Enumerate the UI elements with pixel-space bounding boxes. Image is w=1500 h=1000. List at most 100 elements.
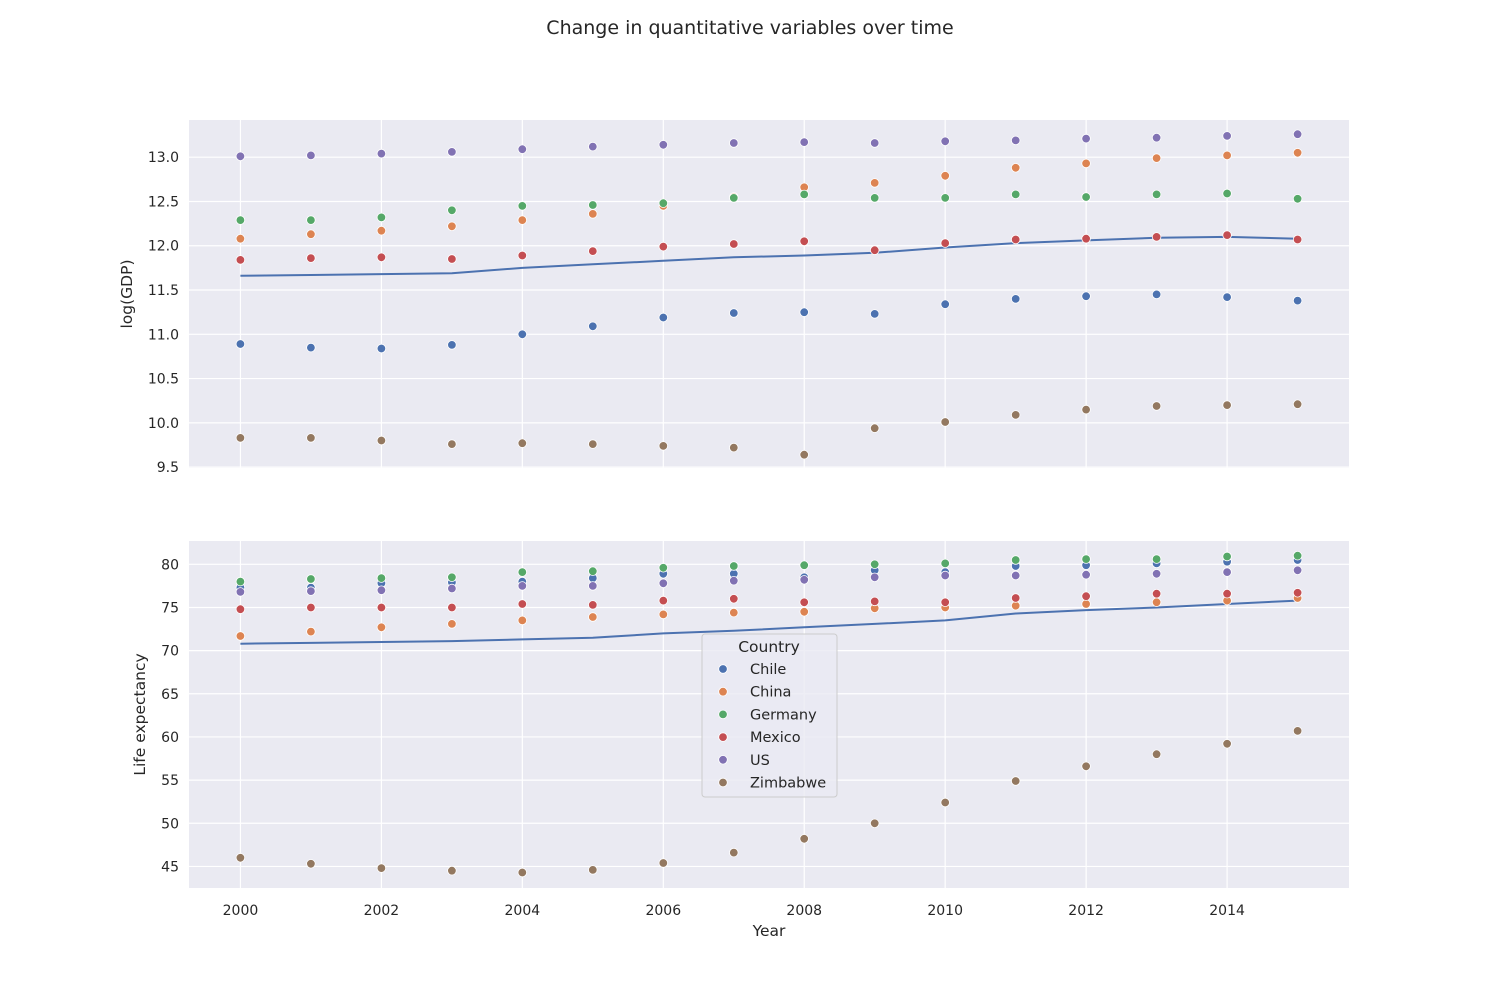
gdp-point-us	[235, 151, 246, 162]
legend-label-china: China	[750, 685, 791, 701]
gdp-point-us	[306, 150, 316, 161]
gdp-point-germany	[588, 200, 598, 210]
life-expectancy-point-germany	[940, 558, 950, 569]
life-expectancy-point-us	[799, 575, 809, 585]
legend-label-chile: Chile	[750, 662, 786, 678]
life-expectancy-point-mexico	[588, 600, 598, 610]
gdp-point-mexico	[1081, 233, 1091, 244]
life-expectancy-point-germany	[1081, 554, 1091, 564]
gdp-y-tick-label: 10.5	[148, 372, 179, 388]
gdp-point-zimbabwe	[447, 439, 457, 449]
life-expectancy-point-us	[1011, 570, 1021, 581]
life-expectancy-point-us	[235, 587, 246, 597]
year-x-tick-label: 2012	[1068, 903, 1104, 919]
gdp-panel: 9.5 10.0 10.5 11.0 11.5 12.0 12.5 13.0 log(GDP)	[118, 120, 1349, 476]
legend-marker-germany	[718, 709, 728, 720]
gdp-point-mexico	[306, 253, 316, 263]
gdp-point-germany	[1011, 189, 1021, 200]
gdp-y-axis-label: log(GDP)	[118, 259, 136, 328]
life-expectancy-y-tick-label: 50	[161, 816, 179, 832]
life-expectancy-point-china	[1081, 599, 1091, 609]
life-expectancy-point-zimbabwe	[658, 858, 669, 868]
gdp-point-mexico	[1151, 232, 1162, 242]
gdp-point-zimbabwe	[1292, 399, 1303, 409]
life-expectancy-point-us	[306, 586, 316, 596]
gdp-point-china	[870, 178, 880, 188]
life-expectancy-point-mexico	[940, 597, 950, 608]
life-expectancy-point-zimbabwe	[729, 847, 739, 858]
life-expectancy-point-germany	[376, 573, 387, 583]
gdp-point-mexico	[1222, 230, 1232, 240]
gdp-point-germany	[235, 215, 246, 225]
gdp-point-germany	[517, 201, 528, 211]
gdp-point-chile	[940, 299, 950, 309]
gdp-point-germany	[1151, 189, 1162, 200]
life-expectancy-point-zimbabwe	[447, 866, 457, 876]
legend-marker-mexico	[718, 732, 728, 742]
gdp-y-tick-label: 10.0	[148, 416, 179, 432]
legend-marker-zimbabwe	[718, 777, 728, 788]
gdp-point-us	[940, 136, 950, 147]
life-expectancy-scatter-points	[235, 551, 1303, 878]
legend-label-us: US	[750, 753, 770, 769]
year-x-tick-label: 2008	[786, 903, 822, 919]
life-expectancy-y-tick-label: 80	[161, 557, 179, 573]
life-expectancy-point-us	[1151, 569, 1162, 579]
life-expectancy-y-axis-label: Life expectancy	[131, 653, 149, 775]
gdp-point-chile	[1011, 294, 1021, 304]
gdp-point-chile	[799, 307, 809, 317]
life-expectancy-point-mexico	[1011, 593, 1021, 603]
life-expectancy-trend-line-path	[240, 599, 1298, 645]
gdp-trend-line-path	[240, 235, 1298, 277]
gdp-y-tick-label: 12.5	[148, 194, 179, 210]
legend-title: Country	[738, 638, 800, 656]
gdp-point-germany	[658, 198, 669, 208]
gdp-point-zimbabwe	[729, 442, 739, 453]
life-expectancy-point-us	[1222, 567, 1232, 577]
x-axis-label: Year	[752, 922, 786, 940]
gdp-point-zimbabwe	[870, 423, 880, 433]
life-expectancy-point-germany	[1222, 551, 1232, 562]
gdp-point-chile	[376, 343, 387, 354]
gdp-point-chile	[306, 342, 316, 353]
gdp-point-china	[1011, 163, 1021, 173]
gdp-trend-line	[240, 235, 1298, 277]
life-expectancy-point-germany	[870, 559, 880, 570]
life-expectancy-point-zimbabwe	[517, 867, 528, 878]
life-expectancy-point-mexico	[799, 597, 809, 608]
gdp-point-mexico	[1292, 234, 1303, 245]
gdp-point-mexico	[1011, 234, 1021, 245]
life-expectancy-y-tick-label: 45	[161, 859, 179, 875]
life-expectancy-point-us	[1081, 570, 1091, 580]
life-expectancy-point-zimbabwe	[588, 865, 598, 875]
gdp-point-us	[376, 148, 387, 159]
gdp-point-us	[447, 147, 457, 157]
gdp-point-chile	[447, 340, 457, 350]
gdp-y-tick-label: 13.0	[148, 150, 179, 166]
life-expectancy-point-zimbabwe	[235, 853, 246, 863]
gdp-point-mexico	[447, 254, 457, 264]
gdp-scatter-points	[235, 129, 1303, 460]
life-expectancy-point-zimbabwe	[1081, 761, 1091, 772]
legend-marker-china	[718, 687, 728, 697]
life-expectancy-point-mexico	[1222, 589, 1232, 599]
legend-marker-us	[718, 755, 728, 765]
gdp-point-zimbabwe	[799, 450, 809, 460]
life-expectancy-point-germany	[588, 566, 598, 576]
gdp-point-china	[940, 171, 950, 181]
gdp-y-tick-label: 12.0	[148, 239, 179, 255]
life-expectancy-point-mexico	[376, 602, 387, 613]
gdp-point-zimbabwe	[517, 438, 528, 448]
gdp-point-china	[588, 209, 598, 219]
gdp-y-tick-label: 11.0	[148, 327, 179, 343]
life-expectancy-point-mexico	[729, 594, 739, 604]
gdp-point-chile	[1151, 289, 1162, 300]
year-x-tick-label: 2006	[645, 903, 681, 919]
gdp-point-zimbabwe	[1011, 410, 1021, 420]
life-expectancy-point-us	[1292, 565, 1303, 576]
life-expectancy-point-germany	[1011, 555, 1021, 565]
life-expectancy-point-mexico	[658, 595, 669, 606]
gdp-point-germany	[870, 193, 880, 203]
life-expectancy-point-germany	[729, 561, 739, 571]
